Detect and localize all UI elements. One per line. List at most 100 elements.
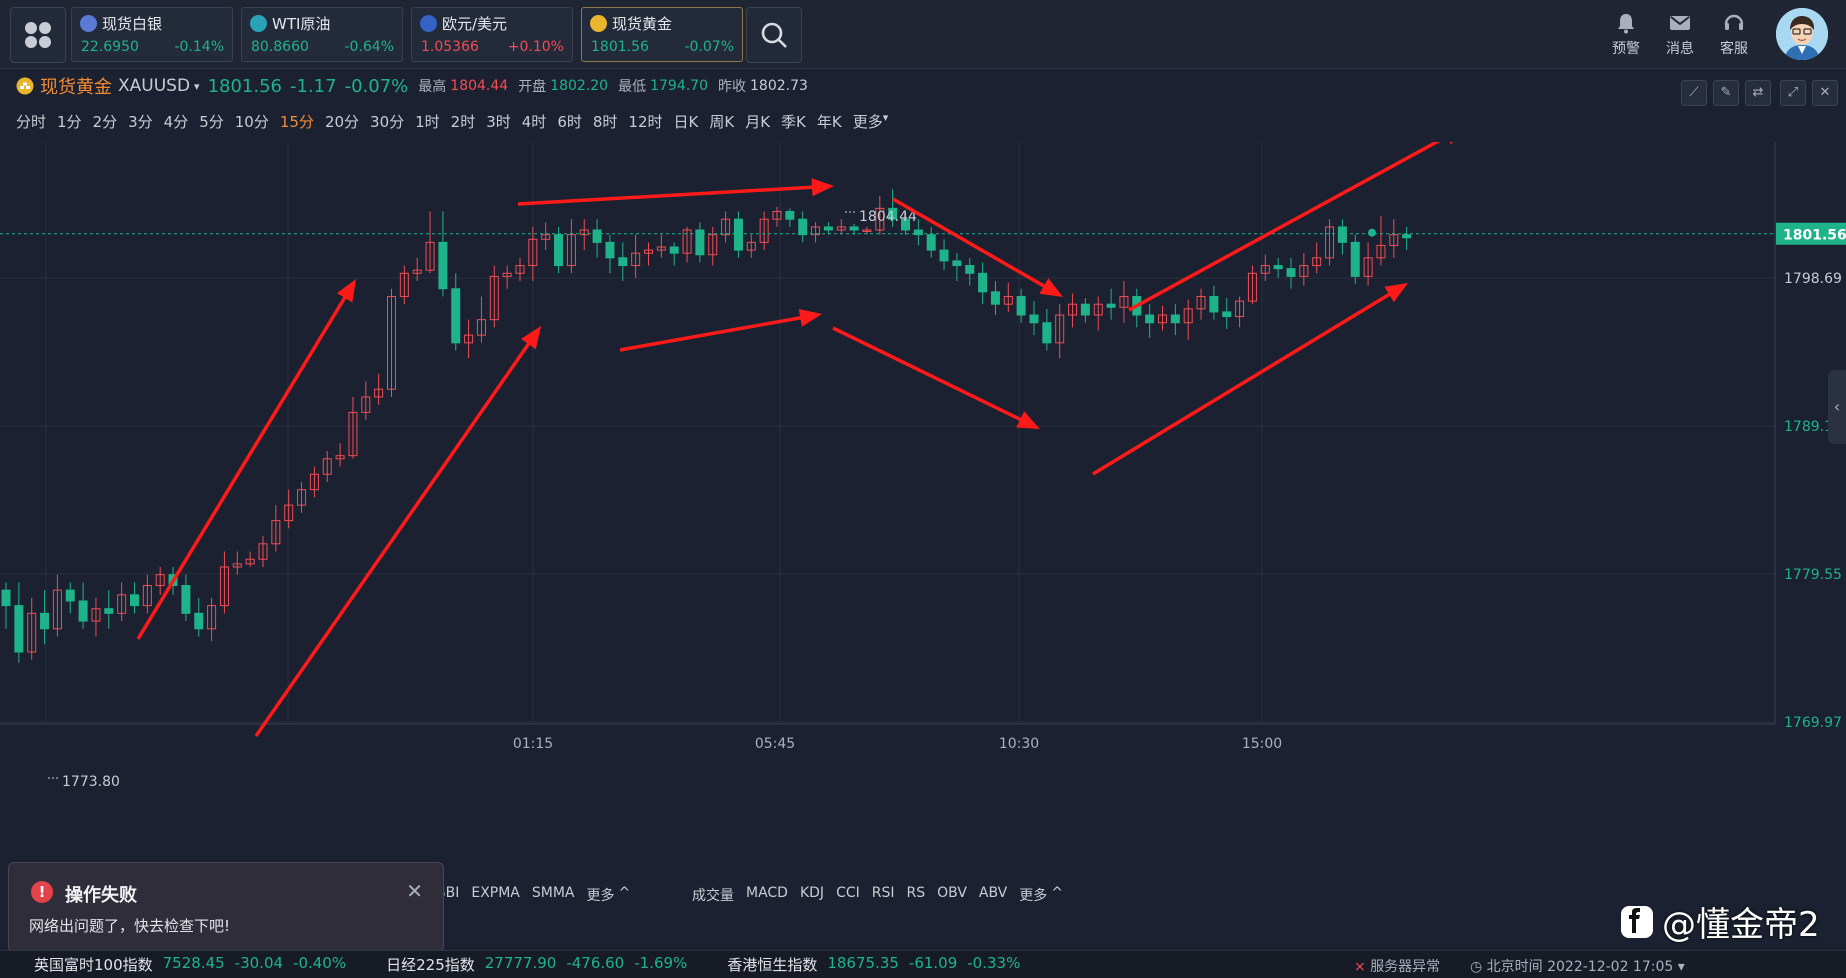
candle-body (1080, 303, 1090, 316)
period-tab[interactable]: 15分 (279, 113, 314, 131)
symbol-dropdown-icon[interactable]: ▾ (194, 79, 200, 93)
indicator-tab[interactable]: SMMA (531, 885, 575, 901)
period-tab[interactable]: 更多 (852, 113, 883, 131)
candle-body (309, 473, 319, 491)
y-tick-label: 1798.69 (1784, 271, 1842, 287)
period-tab[interactable]: 4时 (521, 113, 547, 131)
period-tab[interactable]: 日K (673, 113, 699, 131)
period-tab[interactable]: 季K (781, 113, 806, 131)
indicator-tab[interactable]: KDJ (799, 885, 825, 901)
more-dropdown-icon[interactable]: ▾ (882, 111, 889, 124)
draw-pen-icon[interactable]: ✎ (1713, 80, 1739, 106)
period-tab[interactable]: 1分 (57, 113, 82, 131)
period-tab[interactable]: 4分 (163, 113, 189, 131)
side-panel-toggle[interactable]: ‹ (1828, 370, 1846, 444)
period-tab[interactable]: 周K (709, 113, 735, 131)
period-tab[interactable]: 30分 (370, 113, 405, 131)
beijing-time-label: 北京时间 2022-12-02 17:05 (1486, 959, 1674, 975)
candle-body (335, 455, 345, 460)
chevron-up-icon[interactable]: ^ (1051, 885, 1063, 901)
expand-icon[interactable]: ⤢ (1780, 80, 1806, 106)
indicator-tab[interactable]: OBV (937, 885, 967, 901)
index-pct: -0.33% (967, 954, 1021, 972)
compare-icon[interactable]: ⇄ (1745, 80, 1771, 106)
indicator-tab[interactable]: RSI (871, 885, 895, 901)
indicator-tab[interactable]: 成交量 (692, 888, 734, 904)
apps-grid-button[interactable] (10, 7, 66, 63)
candle-body (361, 396, 371, 413)
symbol-change-pct: -0.07% (344, 75, 409, 97)
candle-body (181, 585, 191, 614)
period-tab[interactable]: 3时 (486, 113, 511, 131)
candle-body (695, 229, 705, 256)
candle-body (1068, 303, 1078, 316)
candle-body (798, 218, 808, 236)
period-tab[interactable]: 5分 (199, 113, 224, 131)
window-tools: ⤢ ✕ (1780, 80, 1838, 106)
candle-body (849, 226, 859, 231)
candle-body (605, 241, 615, 259)
indicator-tab[interactable]: ABV (978, 885, 1008, 901)
period-tab[interactable]: 年K (816, 113, 842, 131)
period-tab[interactable]: 20分 (324, 113, 360, 131)
beijing-time[interactable]: ◷ 北京时间 2022-12-02 17:05 ▾ (1470, 959, 1685, 975)
candle-body (1389, 234, 1399, 246)
candle-body (117, 594, 127, 614)
trend-arrow-head (798, 308, 822, 327)
indicator-tab[interactable]: 更多 (1019, 888, 1048, 904)
candlestick-chart[interactable]: 1808.271798.691789.121779.551769.9701:15… (0, 142, 1846, 860)
period-tab[interactable]: 2时 (450, 113, 476, 131)
close-chart-icon[interactable]: ✕ (1812, 80, 1838, 106)
ticker-card[interactable]: WTI原油 80.8660 -0.64% (241, 7, 403, 62)
search-button[interactable] (746, 7, 802, 63)
period-tab[interactable]: 3分 (128, 113, 153, 131)
period-tab[interactable]: 10分 (234, 113, 269, 131)
candle-body (1029, 314, 1039, 324)
index-ticker[interactable]: 英国富时100指数 7528.45 -30.04 -0.40% (34, 954, 346, 975)
indicator-tab[interactable]: CCI (836, 885, 860, 901)
coin-icon (590, 15, 607, 32)
index-ticker[interactable]: 日经225指数 27777.90 -476.60 -1.69% (386, 954, 687, 975)
trend-arrow (1128, 142, 1441, 312)
x-tick-label: 01:15 (513, 736, 553, 752)
indicator-tab[interactable]: RS (906, 885, 926, 901)
candle-body (1042, 322, 1052, 344)
candle-body (1247, 272, 1257, 302)
coin-icon (80, 15, 97, 32)
candle-body (1016, 295, 1026, 316)
indicator-tab[interactable]: 更多 (586, 888, 615, 904)
symbol-code[interactable]: XAUUSD (118, 76, 191, 96)
top-bar: 现货白银 22.6950 -0.14% WTI原油 80.8660 -0.64% 欧元/美元… (0, 0, 1846, 69)
server-status[interactable]: ⨯ 服务器异常 (1354, 956, 1440, 976)
period-tab[interactable]: 6时 (557, 113, 582, 131)
index-ticker[interactable]: 香港恒生指数 18675.35 -61.09 -0.33% (727, 954, 1020, 975)
period-tab[interactable]: 2分 (92, 113, 118, 131)
candle-body (502, 272, 512, 277)
alert-button[interactable]: 预警 (1601, 12, 1651, 58)
period-tab[interactable]: 12时 (628, 113, 663, 131)
trend-arrow (517, 185, 821, 206)
ticker-card[interactable]: 现货白银 22.6950 -0.14% (71, 7, 233, 62)
chevron-up-icon[interactable]: ^ (618, 885, 631, 901)
trend-arrow-head (1039, 278, 1063, 297)
candle-body (836, 226, 846, 231)
toast-close-icon[interactable]: ✕ (406, 879, 423, 903)
service-button[interactable]: 客服 (1709, 12, 1759, 58)
ticker-card[interactable]: 欧元/美元 1.05366 +0.10% (411, 7, 573, 62)
candle-body (618, 257, 628, 267)
ticker-card[interactable]: 现货黄金 1801.56 -0.07% (581, 7, 743, 62)
message-button[interactable]: 消息 (1655, 12, 1705, 58)
indicator-tab[interactable]: MACD (746, 885, 788, 901)
period-tab[interactable]: 1时 (415, 113, 440, 131)
symbol-name[interactable]: 现货黄金 (40, 77, 112, 98)
trend-arrow (619, 314, 809, 352)
period-tab[interactable]: 分时 (16, 113, 47, 131)
candle-body (759, 218, 769, 243)
line-tool-icon[interactable]: ⟋ (1681, 80, 1707, 106)
current-price-label: 1801.56 (1783, 228, 1846, 244)
indicator-tab[interactable]: EXPMA (471, 885, 520, 901)
period-tab[interactable]: 月K (745, 113, 771, 131)
period-tab[interactable]: 8时 (592, 113, 618, 131)
user-avatar[interactable] (1776, 8, 1828, 60)
service-label: 客服 (1720, 41, 1748, 57)
